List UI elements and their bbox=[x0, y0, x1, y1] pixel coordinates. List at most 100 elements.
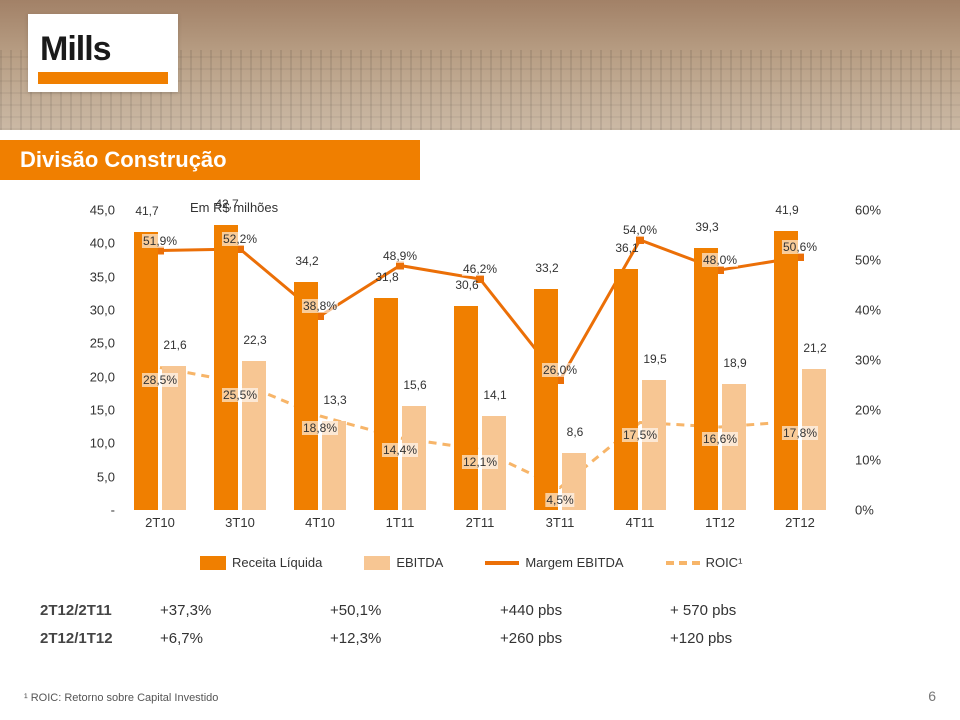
slide: Mills Divisão Construção Em R$ milhões -… bbox=[0, 0, 960, 720]
mills-logo: Mills bbox=[28, 14, 178, 92]
logo-accent-bar bbox=[38, 72, 168, 84]
label-margem: 48,9% bbox=[382, 249, 418, 263]
label-margem: 48,0% bbox=[702, 253, 738, 267]
bar-ebitda bbox=[722, 384, 746, 510]
y-tick: - bbox=[111, 503, 115, 518]
legend-swatch-receita bbox=[200, 556, 226, 570]
table-row: 2T12/2T11+37,3%+50,1%+440 pbs+ 570 pbs bbox=[40, 596, 840, 624]
table-cell: +6,7% bbox=[160, 630, 330, 647]
y-tick: 5,0 bbox=[97, 469, 115, 484]
bar-value-receita: 31,8 bbox=[372, 270, 402, 284]
bar-receita bbox=[534, 289, 558, 510]
legend-label-ebitda: EBITDA bbox=[396, 555, 443, 570]
x-tick-label: 2T10 bbox=[120, 515, 200, 530]
label-margem: 38,8% bbox=[302, 299, 338, 313]
y-tick: 10,0 bbox=[90, 436, 115, 451]
y-tick: 30,0 bbox=[90, 303, 115, 318]
bar-receita bbox=[134, 232, 158, 510]
y-tick: 40,0 bbox=[90, 236, 115, 251]
bar-group: 41,721,6 bbox=[120, 210, 200, 510]
legend-label-roic: ROIC¹ bbox=[706, 555, 743, 570]
bar-value-receita: 33,2 bbox=[532, 261, 562, 275]
row-header: 2T12/1T12 bbox=[40, 630, 160, 647]
bar-receita bbox=[294, 282, 318, 510]
x-tick-label: 4T11 bbox=[600, 515, 680, 530]
label-roic: 28,5% bbox=[142, 373, 178, 387]
label-roic: 17,5% bbox=[622, 428, 658, 442]
legend-label-margem: Margem EBITDA bbox=[525, 555, 623, 570]
bar-ebitda bbox=[162, 366, 186, 510]
table-row: 2T12/1T12+6,7%+12,3%+260 pbs+120 pbs bbox=[40, 624, 840, 652]
y2-tick: 50% bbox=[855, 253, 881, 268]
y-tick: 45,0 bbox=[90, 203, 115, 218]
bar-value-receita: 36,1 bbox=[612, 241, 642, 255]
bar-ebitda bbox=[642, 380, 666, 510]
legend-margem: Margem EBITDA bbox=[485, 555, 623, 570]
bar-value-receita: 30,6 bbox=[452, 278, 482, 292]
plot-area: 41,721,642,722,334,213,331,815,630,614,1… bbox=[120, 210, 840, 510]
logo-text: Mills bbox=[40, 30, 111, 69]
construction-chart: -5,010,015,020,025,030,035,040,045,0 0%1… bbox=[60, 210, 900, 540]
bar-value-ebitda: 13,3 bbox=[320, 393, 350, 407]
x-tick-label: 1T12 bbox=[680, 515, 760, 530]
bar-group: 42,722,3 bbox=[200, 210, 280, 510]
bar-receita bbox=[374, 298, 398, 510]
bar-value-ebitda: 18,9 bbox=[720, 356, 750, 370]
x-tick-label: 3T11 bbox=[520, 515, 600, 530]
legend: Receita Líquida EBITDA Margem EBITDA ROI… bbox=[200, 555, 742, 570]
table-cell: +50,1% bbox=[330, 602, 500, 619]
bar-value-ebitda: 22,3 bbox=[240, 333, 270, 347]
bar-value-ebitda: 19,5 bbox=[640, 352, 670, 366]
legend-swatch-ebitda bbox=[364, 556, 390, 570]
footnote: ¹ ROIC: Retorno sobre Capital Investido bbox=[24, 692, 218, 704]
bar-group: 41,921,2 bbox=[760, 210, 840, 510]
bar-ebitda bbox=[402, 406, 426, 510]
bar-value-ebitda: 14,1 bbox=[480, 388, 510, 402]
y-axis-left: -5,010,015,020,025,030,035,040,045,0 bbox=[60, 210, 120, 510]
bar-receita bbox=[774, 231, 798, 510]
y2-tick: 60% bbox=[855, 203, 881, 218]
label-margem: 54,0% bbox=[622, 223, 658, 237]
table-cell: +440 pbs bbox=[500, 602, 670, 619]
y2-tick: 40% bbox=[855, 303, 881, 318]
table-cell: +120 pbs bbox=[670, 630, 840, 647]
table-cell: + 570 pbs bbox=[670, 602, 840, 619]
table-cell: +37,3% bbox=[160, 602, 330, 619]
bar-value-receita: 34,2 bbox=[292, 254, 322, 268]
label-roic: 14,4% bbox=[382, 443, 418, 457]
bar-value-receita: 41,9 bbox=[772, 203, 802, 217]
comparison-table: 2T12/2T11+37,3%+50,1%+440 pbs+ 570 pbs2T… bbox=[40, 596, 840, 652]
legend-line-roic bbox=[666, 561, 700, 565]
bar-receita bbox=[614, 269, 638, 510]
bar-value-ebitda: 21,2 bbox=[800, 341, 830, 355]
bar-value-receita: 41,7 bbox=[132, 204, 162, 218]
label-roic: 16,6% bbox=[702, 432, 738, 446]
y2-tick: 30% bbox=[855, 353, 881, 368]
bar-group: 33,2 8,6 bbox=[520, 210, 600, 510]
bar-value-receita: 42,7 bbox=[212, 197, 242, 211]
bar-receita bbox=[694, 248, 718, 510]
label-margem: 52,2% bbox=[222, 232, 258, 246]
bar-group: 34,2 13,3 bbox=[280, 210, 360, 510]
row-header: 2T12/2T11 bbox=[40, 602, 160, 619]
bar-value-receita: 39,3 bbox=[692, 220, 722, 234]
table-cell: +12,3% bbox=[330, 630, 500, 647]
label-roic: 4,5% bbox=[545, 493, 574, 507]
x-tick-label: 4T10 bbox=[280, 515, 360, 530]
legend-receita: Receita Líquida bbox=[200, 555, 322, 570]
section-title: Divisão Construção bbox=[0, 140, 420, 180]
legend-ebitda: EBITDA bbox=[364, 555, 443, 570]
legend-line-margem bbox=[485, 561, 519, 565]
legend-roic: ROIC¹ bbox=[666, 555, 743, 570]
bar-value-ebitda: 8,6 bbox=[560, 425, 590, 439]
label-margem: 26,0% bbox=[542, 363, 578, 377]
y2-tick: 0% bbox=[855, 503, 874, 518]
y-tick: 20,0 bbox=[90, 369, 115, 384]
bar-receita bbox=[454, 306, 478, 510]
y2-tick: 20% bbox=[855, 403, 881, 418]
y-tick: 15,0 bbox=[90, 403, 115, 418]
label-roic: 25,5% bbox=[222, 388, 258, 402]
label-roic: 18,8% bbox=[302, 421, 338, 435]
x-tick-label: 2T11 bbox=[440, 515, 520, 530]
label-margem: 51,9% bbox=[142, 234, 178, 248]
